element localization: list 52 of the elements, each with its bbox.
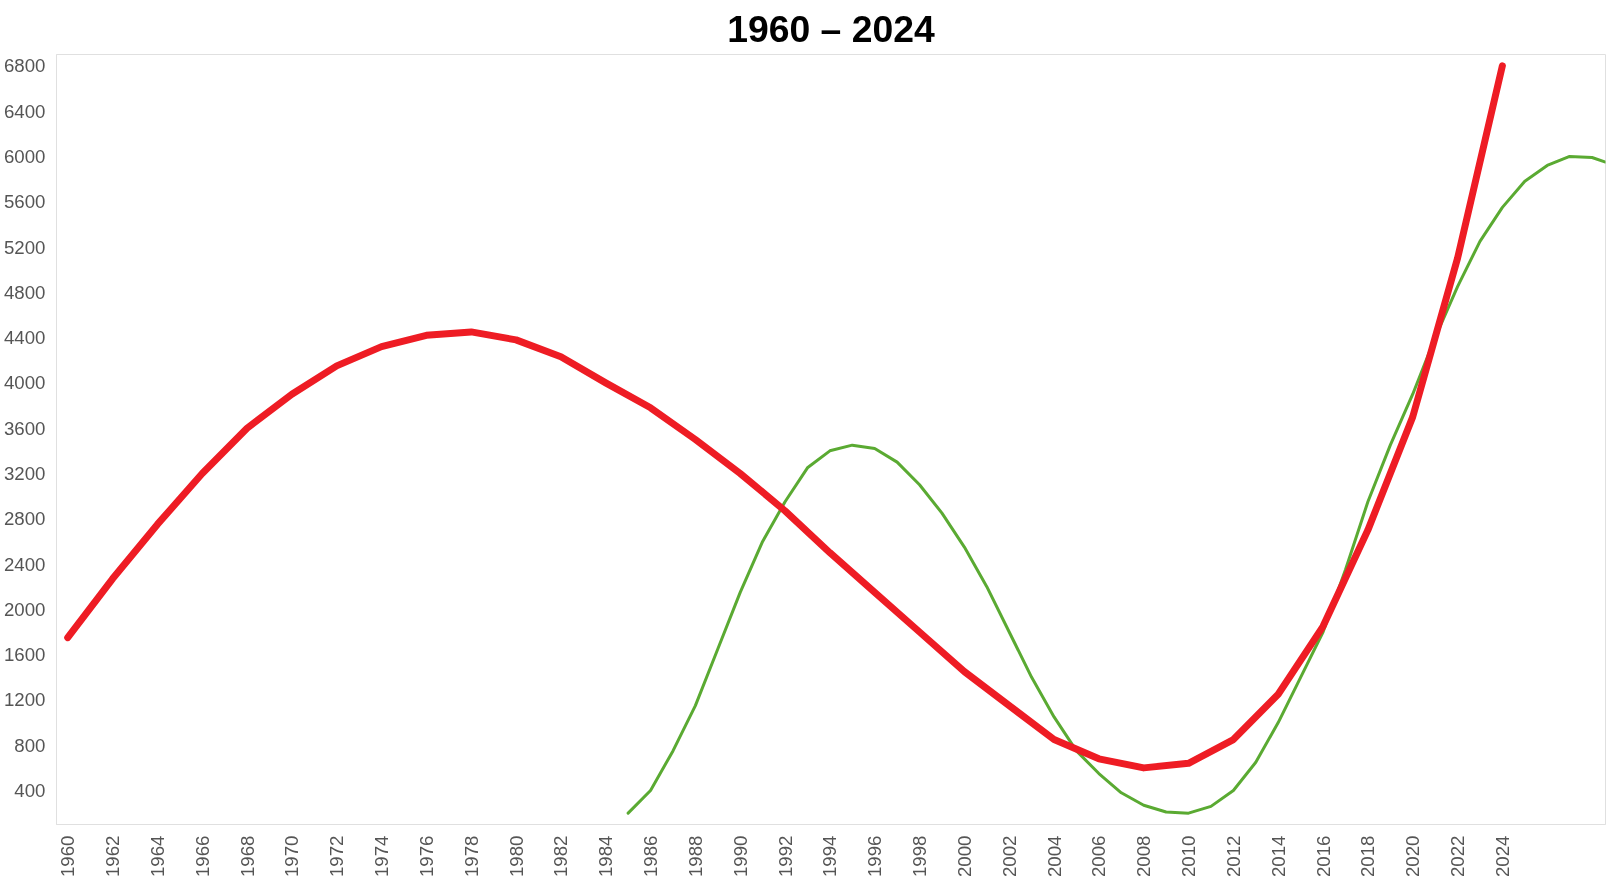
x-tick-label: 2018 <box>1357 835 1379 877</box>
y-tick-label: 6000 <box>4 145 46 167</box>
y-tick-label: 3600 <box>4 417 46 439</box>
x-tick-label: 1978 <box>460 835 482 877</box>
x-tick-label: 1982 <box>550 835 572 877</box>
x-tick-label: 1968 <box>236 835 258 877</box>
y-tick-label: 4800 <box>4 281 46 303</box>
x-tick-label: 1970 <box>281 835 303 877</box>
x-tick-label: 2024 <box>1491 835 1513 877</box>
x-tick-label: 1996 <box>864 835 886 877</box>
x-tick-label: 1962 <box>102 835 124 877</box>
y-tick-label: 2400 <box>4 553 46 575</box>
y-tick-label: 1600 <box>4 644 46 666</box>
x-tick-label: 1960 <box>57 835 79 877</box>
y-tick-label: 1200 <box>4 689 46 711</box>
x-tick-label: 1994 <box>819 835 841 877</box>
y-tick-label: 2800 <box>4 508 46 530</box>
chart-title: 1960 – 2024 <box>727 7 936 50</box>
x-tick-label: 1986 <box>640 835 662 877</box>
y-tick-label: 400 <box>14 780 46 802</box>
x-tick-label: 2014 <box>1267 835 1289 877</box>
x-tick-label: 2016 <box>1312 835 1334 877</box>
x-tick-label: 1988 <box>684 835 706 877</box>
x-tick-label: 2002 <box>998 835 1020 877</box>
x-tick-label: 2006 <box>1088 835 1110 877</box>
x-tick-label: 1974 <box>371 835 393 877</box>
y-tick-label: 6800 <box>4 55 46 77</box>
x-tick-label: 1998 <box>909 835 931 877</box>
y-tick-label: 5200 <box>4 236 46 258</box>
x-tick-label: 1972 <box>326 835 348 877</box>
y-tick-label: 3200 <box>4 462 46 484</box>
x-tick-label: 2000 <box>953 835 975 877</box>
x-tick-label: 1966 <box>191 835 213 877</box>
x-tick-label: 1980 <box>505 835 527 877</box>
y-tick-label: 6400 <box>4 100 46 122</box>
x-tick-label: 2012 <box>1222 835 1244 877</box>
y-tick-label: 4400 <box>4 327 46 349</box>
y-tick-label: 5600 <box>4 191 46 213</box>
x-tick-label: 2008 <box>1133 835 1155 877</box>
x-tick-label: 2022 <box>1447 835 1469 877</box>
x-tick-label: 1964 <box>146 835 168 877</box>
x-tick-label: 2020 <box>1402 835 1424 877</box>
x-tick-label: 1976 <box>415 835 437 877</box>
y-tick-label: 800 <box>14 734 46 756</box>
line-series <box>626 154 1606 815</box>
x-tick-label: 1984 <box>595 835 617 877</box>
y-tick-label: 4000 <box>4 372 46 394</box>
x-tick-label: 2010 <box>1178 835 1200 877</box>
y-tick-label: 2000 <box>4 598 46 620</box>
x-tick-label: 1990 <box>729 835 751 877</box>
x-tick-label: 1992 <box>774 835 796 877</box>
x-tick-label: 2004 <box>1043 835 1065 877</box>
